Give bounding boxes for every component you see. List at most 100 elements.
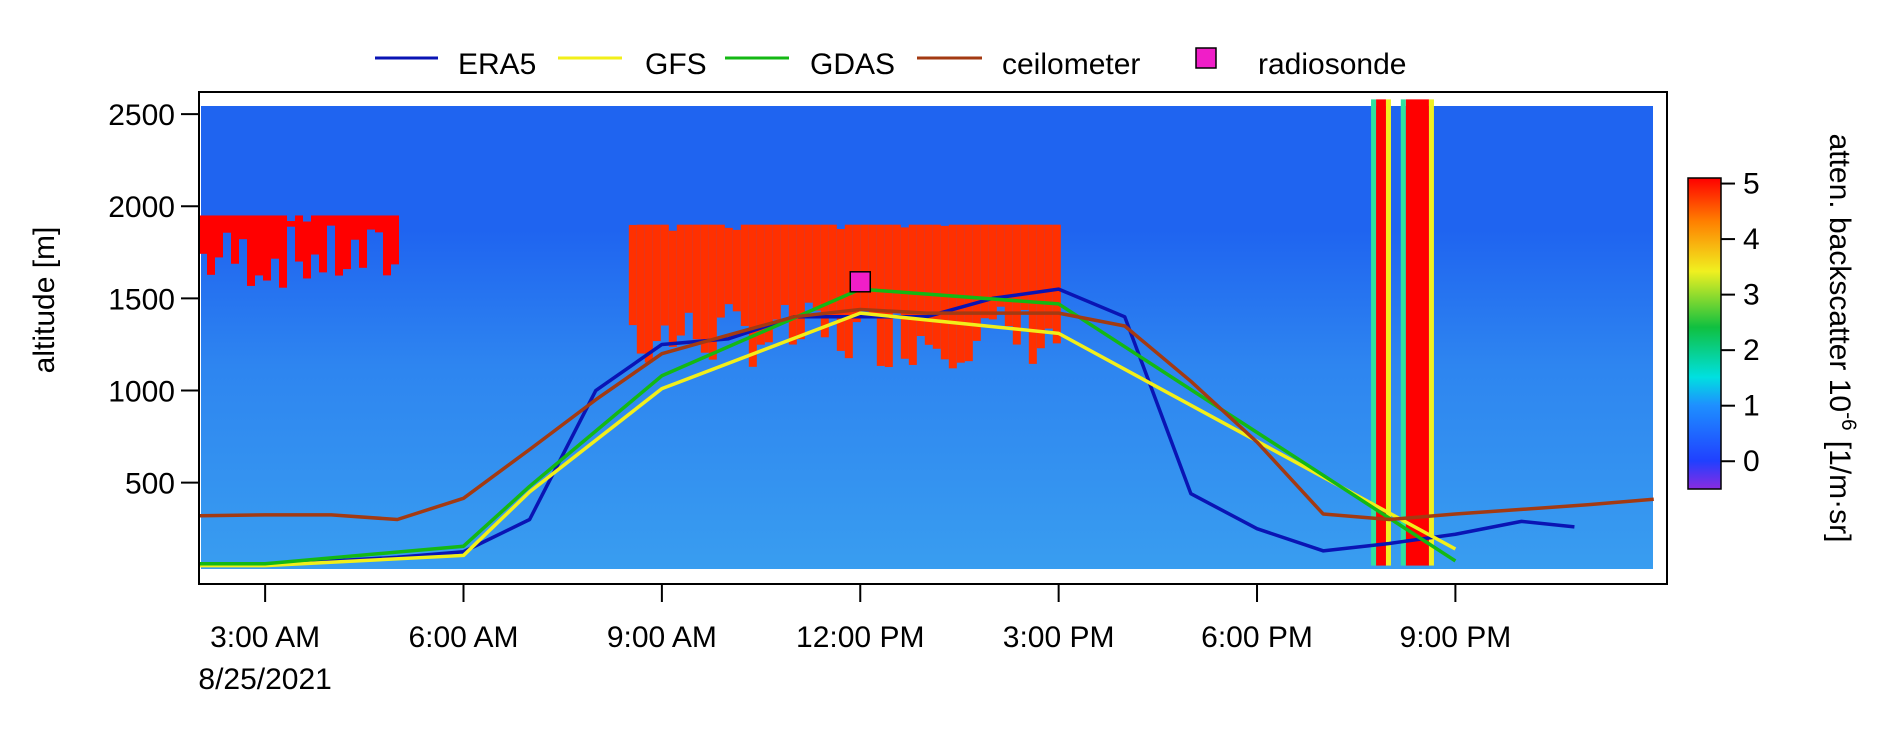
plot-frame [198, 91, 1668, 585]
y-tick-label-1500: 1500 [108, 283, 175, 316]
heatmap-edge-3-r [1428, 99, 1434, 566]
heatmap [200, 99, 1653, 569]
heatmap-cell-1-24 [820, 224, 829, 338]
heatmap-cell-1-27 [844, 224, 853, 359]
colorbar-label-exponent: -6 [1837, 412, 1860, 431]
heatmap-cell-1-29 [860, 224, 869, 311]
heatmap-edge-2-r [1385, 99, 1391, 566]
heatmap-cell-0-6 [247, 215, 255, 286]
heatmap-cell-1-43 [972, 224, 981, 341]
heatmap-cell-1-53 [1052, 224, 1061, 344]
heatmap-cell-0-7 [255, 215, 263, 276]
legend-label-gfs: GFS [645, 48, 707, 81]
colorbar-tick-label-5: 5 [1743, 168, 1760, 201]
legend-label-ceilometer: ceilometer [1002, 48, 1140, 81]
heatmap-cell-1-36 [916, 224, 925, 337]
heatmap-cell-1-52 [1044, 224, 1053, 329]
heatmap-cell-0-5 [239, 215, 247, 240]
heatmap-cell-1-25 [828, 224, 837, 316]
heatmap-cell-1-10 [708, 224, 717, 360]
point-radiosonde-0 [849, 271, 872, 293]
x-tick-label-1: 6:00 AM [408, 621, 518, 654]
heatmap-cell-1-33 [892, 224, 901, 314]
heatmap-cell-1-39 [940, 225, 949, 360]
heatmap-cell-0-18 [343, 215, 351, 270]
heatmap-cell-0-21 [367, 215, 375, 230]
heatmap-cell-1-31 [876, 224, 885, 366]
heatmap-cell-0-2 [215, 215, 223, 258]
heatmap-cell-1-26 [836, 228, 845, 351]
heatmap-cell-1-41 [956, 224, 965, 363]
heatmap-cell-0-4 [231, 215, 239, 264]
legend: ERA5 GFS GDAS ceilometer radiosonde [375, 47, 1406, 81]
colorbar-tick-label-2: 2 [1743, 334, 1760, 367]
legend-label-radiosonde: radiosonde [1258, 48, 1406, 81]
svg-text:atten. backscatter 10-6[1/m·sr: atten. backscatter 10-6 [1/m·sr] [1823, 134, 1860, 543]
heatmap-cell-0-12 [295, 215, 303, 262]
heatmap-cell-1-37 [924, 224, 933, 345]
heatmap-cell-0-10 [279, 215, 287, 288]
heatmap-cell-1-8 [692, 224, 701, 340]
heatmap-cell-1-45 [988, 224, 997, 320]
heatmap-cell-0-16 [327, 215, 335, 226]
heatmap-cell-1-4 [660, 224, 669, 326]
heatmap-cell-1-18 [772, 224, 781, 320]
x-tick-label-4: 3:00 PM [1003, 621, 1115, 654]
heatmap-cell-1-6 [676, 224, 685, 336]
heatmap-cell-1-5 [668, 230, 677, 347]
heatmap-cell-0-3 [223, 215, 231, 233]
heatmap-edge-3-l [1400, 99, 1406, 566]
heatmap-cell-0-15 [319, 215, 327, 273]
heatmap-cell-1-0 [628, 224, 637, 326]
heatmap-cell-1-16 [756, 224, 765, 345]
colorbar-tick-label-3: 3 [1743, 279, 1760, 312]
heatmap-cell-0-20 [359, 215, 367, 268]
series-line-ceilometer [200, 307, 1654, 522]
heatmap-cell-0-0 [200, 215, 207, 254]
heatmap-cell-1-30 [868, 224, 877, 314]
heatmap-cell-1-20 [788, 224, 797, 345]
x-tick-label-3: 12:00 PM [796, 621, 924, 654]
heatmap-cell-0-23 [383, 215, 391, 276]
heatmap-cell-0-22 [375, 215, 383, 233]
series-line-gdas [200, 287, 1457, 566]
colorbar-label-text: atten. backscatter 10 [1823, 134, 1856, 413]
heatmap-cell-1-15 [748, 224, 757, 367]
heatmap-cell-1-42 [964, 224, 973, 362]
heatmap-cell-0-14 [311, 215, 319, 255]
series-line-gfs [200, 311, 1457, 568]
heatmap-cell-0-17 [335, 215, 343, 276]
heatmap-cell-1-49 [1020, 224, 1029, 310]
heatmap-cell-1-13 [732, 229, 741, 312]
colorbar-tick-label-4: 4 [1743, 223, 1760, 256]
heatmap-cell-1-2 [644, 224, 653, 363]
heatmap-cell-1-38 [932, 224, 941, 349]
heatmap-cell-1-47 [1004, 224, 1013, 327]
heatmap-cell-0-24 [391, 215, 399, 265]
heatmap-cell-1-1 [636, 224, 645, 354]
heatmap-cell-1-46 [996, 224, 1005, 307]
y-tick-label-2000: 2000 [108, 191, 175, 224]
y-axis: 500 1000 1500 2000 2500 [108, 99, 199, 501]
heatmap-cell-1-12 [724, 227, 733, 305]
heatmap-cell-0-19 [351, 215, 359, 240]
heatmap-cell-1-7 [684, 224, 693, 313]
colorbar-gradient [1687, 177, 1722, 490]
heatmap-cell-1-51 [1036, 224, 1045, 349]
x-tick-label-0: 3:00 AM [210, 621, 320, 654]
y-tick-label-1000: 1000 [108, 376, 175, 409]
heatmap-cell-1-48 [1012, 224, 1021, 345]
x-axis: 3:00 AM 8/25/2021 6:00 AM 9:00 AM 12:00 PM 3:… [198, 584, 1511, 696]
legend-label-era5: ERA5 [458, 48, 536, 81]
heatmap-cell-1-23 [812, 224, 821, 311]
y-tick-label-500: 500 [125, 468, 175, 501]
heatmap-cell-3 [1405, 99, 1429, 566]
colorbar: 0 1 2 3 4 5 atten. backscatter 10-6 [1/m·sr] [1687, 134, 1860, 543]
heatmap-edge-2-l [1371, 99, 1377, 566]
heatmap-cell-0-11 [287, 221, 295, 227]
heatmap-cell-1-44 [980, 224, 989, 319]
heatmap-cell-1-11 [716, 224, 725, 318]
heatmap-cell-0-8 [263, 215, 271, 281]
heatmap-cell-1-17 [764, 224, 773, 343]
